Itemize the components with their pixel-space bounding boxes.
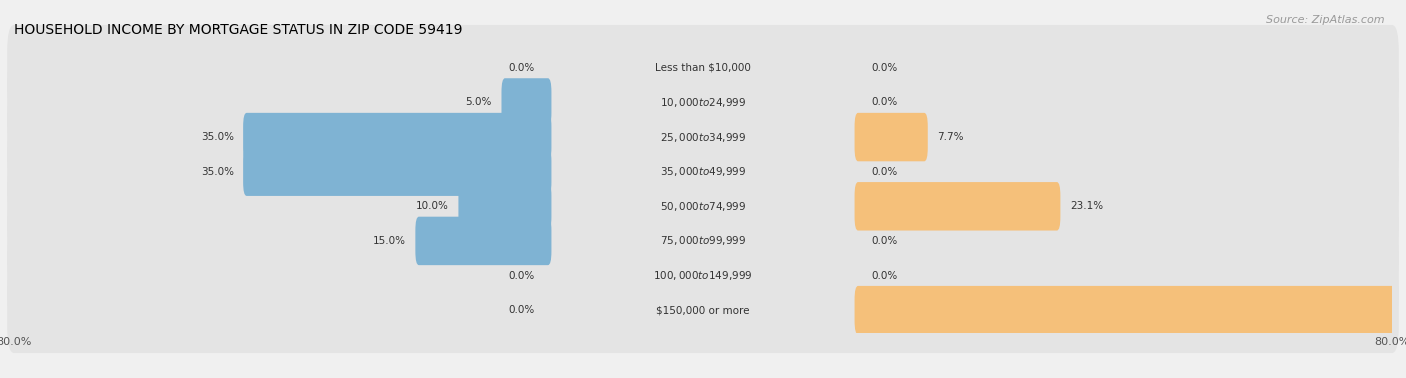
Text: $75,000 to $99,999: $75,000 to $99,999: [659, 234, 747, 248]
Text: HOUSEHOLD INCOME BY MORTGAGE STATUS IN ZIP CODE 59419: HOUSEHOLD INCOME BY MORTGAGE STATUS IN Z…: [14, 23, 463, 37]
FancyBboxPatch shape: [7, 25, 1399, 111]
FancyBboxPatch shape: [7, 267, 1399, 353]
Text: 0.0%: 0.0%: [870, 63, 897, 73]
FancyBboxPatch shape: [855, 182, 1060, 231]
FancyBboxPatch shape: [855, 286, 1406, 335]
FancyBboxPatch shape: [458, 182, 551, 231]
Text: 7.7%: 7.7%: [938, 132, 963, 142]
Text: 0.0%: 0.0%: [509, 63, 536, 73]
FancyBboxPatch shape: [243, 113, 551, 161]
Text: 5.0%: 5.0%: [465, 98, 492, 107]
Text: Less than $10,000: Less than $10,000: [655, 63, 751, 73]
FancyBboxPatch shape: [415, 217, 551, 265]
FancyBboxPatch shape: [7, 60, 1399, 146]
Text: 0.0%: 0.0%: [509, 305, 536, 315]
FancyBboxPatch shape: [7, 198, 1399, 284]
FancyBboxPatch shape: [243, 147, 551, 196]
FancyBboxPatch shape: [7, 129, 1399, 215]
FancyBboxPatch shape: [502, 78, 551, 127]
Text: $150,000 or more: $150,000 or more: [657, 305, 749, 315]
Text: 35.0%: 35.0%: [201, 167, 233, 177]
Text: $35,000 to $49,999: $35,000 to $49,999: [659, 165, 747, 178]
Text: $10,000 to $24,999: $10,000 to $24,999: [659, 96, 747, 109]
Text: 0.0%: 0.0%: [870, 271, 897, 280]
Text: 23.1%: 23.1%: [1070, 201, 1102, 211]
FancyBboxPatch shape: [7, 163, 1399, 249]
FancyBboxPatch shape: [7, 232, 1399, 318]
Text: 10.0%: 10.0%: [416, 201, 449, 211]
FancyBboxPatch shape: [7, 94, 1399, 180]
FancyBboxPatch shape: [855, 113, 928, 161]
Text: 0.0%: 0.0%: [870, 236, 897, 246]
Text: 15.0%: 15.0%: [373, 236, 406, 246]
Text: $100,000 to $149,999: $100,000 to $149,999: [654, 269, 752, 282]
Text: 0.0%: 0.0%: [509, 271, 536, 280]
Text: Source: ZipAtlas.com: Source: ZipAtlas.com: [1267, 15, 1385, 25]
Text: 0.0%: 0.0%: [870, 167, 897, 177]
Text: 0.0%: 0.0%: [870, 98, 897, 107]
Text: $50,000 to $74,999: $50,000 to $74,999: [659, 200, 747, 213]
Text: $25,000 to $34,999: $25,000 to $34,999: [659, 130, 747, 144]
Text: 35.0%: 35.0%: [201, 132, 233, 142]
